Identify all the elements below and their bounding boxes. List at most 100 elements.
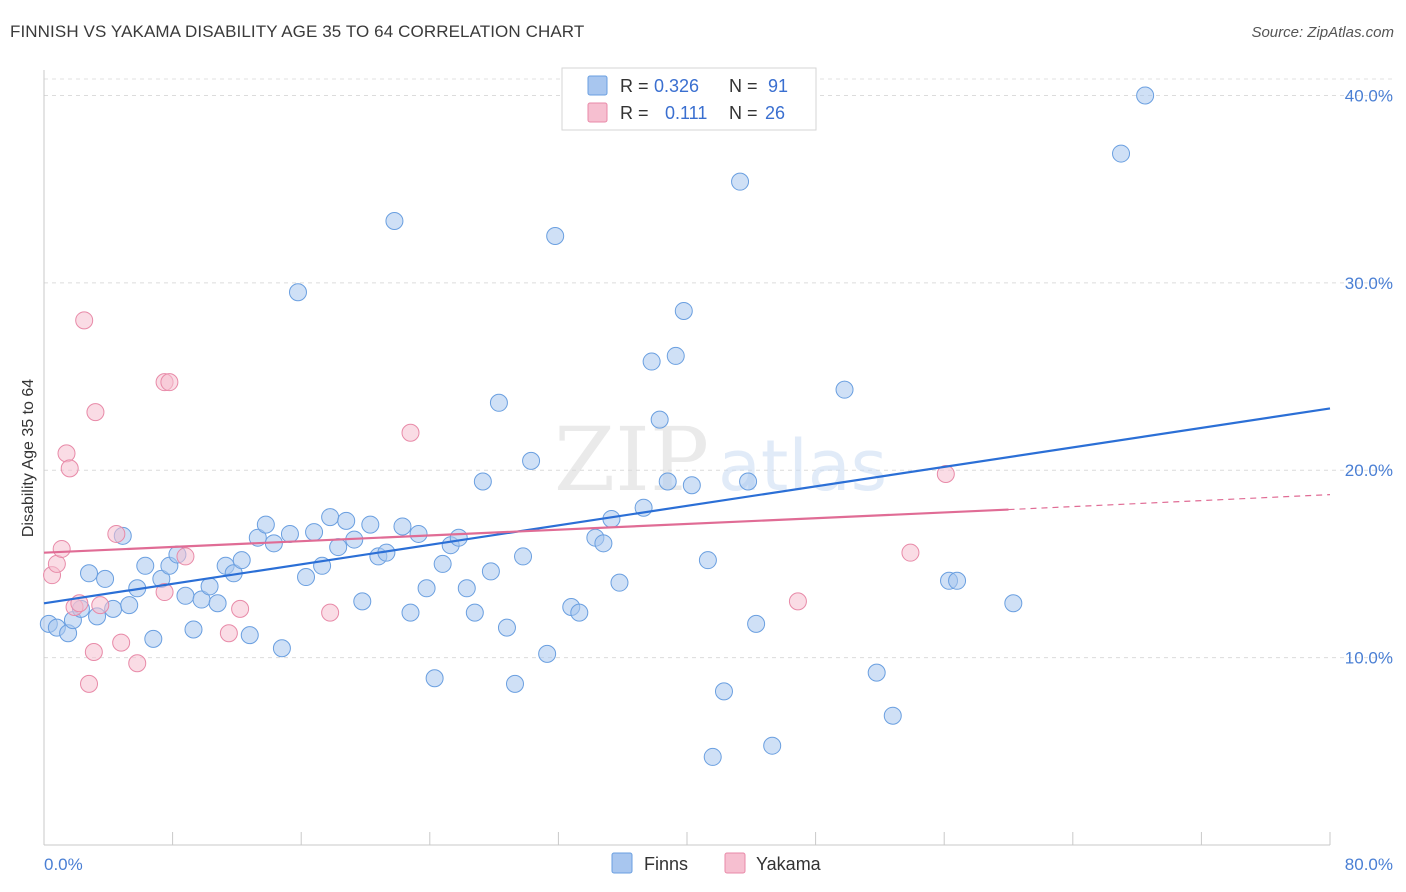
finns-point-49: [433, 554, 452, 573]
finns-point-56: [489, 393, 508, 412]
yakama-point-8: [80, 674, 99, 693]
y-axis-label: Disability Age 35 to 64: [20, 379, 37, 537]
yakama-point-21: [321, 603, 340, 622]
watermark-atlas: atlas: [718, 425, 887, 507]
legend-finns-swatch: [587, 75, 608, 96]
y-tick-label-10: 10.0%: [1345, 649, 1393, 668]
yakama-point-12: [107, 524, 126, 543]
finns-point-51: [449, 528, 468, 547]
y-tick-label-20: 20.0%: [1345, 461, 1393, 480]
finns-point-83: [867, 663, 886, 682]
finns-point-80: [747, 614, 766, 633]
finns-point-48: [425, 669, 444, 688]
yakama-point-9: [84, 642, 103, 661]
yakama-point-1: [47, 554, 66, 573]
finns-point-7: [96, 569, 115, 588]
finns-point-77: [714, 682, 733, 701]
legend-yakama-n-label: N =: [729, 103, 758, 123]
finns-point-74: [674, 301, 693, 320]
finns-point-58: [505, 674, 524, 693]
finns-point-72: [658, 472, 677, 491]
finns-point-52: [457, 579, 476, 598]
legend-series: Finns Yakama: [611, 852, 822, 874]
yakama-point-20: [231, 599, 250, 618]
finns-point-76: [698, 551, 717, 570]
finns-point-46: [409, 524, 428, 543]
finns-point-68: [610, 573, 629, 592]
finns-point-57: [497, 618, 516, 637]
finns-point-24: [232, 551, 251, 570]
finns-point-78: [731, 172, 750, 191]
finns-point-13: [144, 629, 163, 648]
finns-point-64: [570, 603, 589, 622]
finns-point-44: [393, 517, 412, 536]
legend-bottom-finns-label: Finns: [644, 854, 688, 874]
finns-point-43: [385, 212, 404, 231]
legend-finns-r-value: 0.326: [654, 76, 699, 96]
finns-point-40: [361, 515, 380, 534]
watermark: ZIP atlas: [554, 408, 887, 511]
legend-bottom-yakama-label: Yakama: [756, 854, 822, 874]
yakama-point-14: [128, 654, 147, 673]
finns-point-17: [176, 586, 195, 605]
finns-point-27: [256, 515, 275, 534]
legend-finns-n-label: N =: [729, 76, 758, 96]
yakama-point-11: [91, 596, 110, 615]
yakama-point-22: [401, 423, 420, 442]
legend-finns-n-value: 91: [768, 76, 788, 96]
finns-point-37: [337, 511, 356, 530]
yakama-point-10: [86, 403, 105, 422]
finns-points: [39, 86, 1155, 766]
finns-point-53: [465, 603, 484, 622]
legend-yakama-r-value: 0.111: [665, 103, 707, 123]
finns-point-33: [305, 523, 324, 542]
finns-point-31: [288, 283, 307, 302]
x-tick-label-max: 80.0%: [1345, 855, 1393, 874]
yakama-point-2: [52, 539, 71, 558]
finns-point-73: [666, 346, 685, 365]
finns-point-87: [1004, 594, 1023, 613]
yakama-point-17: [160, 373, 179, 392]
legend-yakama-n-value: 26: [765, 103, 785, 123]
finns-point-18: [184, 620, 203, 639]
yakama-point-24: [901, 543, 920, 562]
finns-point-88: [1112, 144, 1131, 163]
yakama-point-3: [57, 444, 76, 463]
finns-point-71: [650, 410, 669, 429]
legend-bottom-yakama-swatch: [724, 852, 746, 874]
finns-point-90: [703, 747, 722, 766]
yakama-point-19: [219, 624, 238, 643]
y-tick-label-30: 30.0%: [1345, 274, 1393, 293]
watermark-zip: ZIP: [554, 408, 709, 511]
finns-point-66: [594, 534, 613, 553]
finns-point-35: [321, 508, 340, 527]
legend-yakama-r-label: R =: [620, 103, 649, 123]
legend-yakama-swatch: [587, 102, 608, 123]
legend-stats: R = 0.326 N = 91 R = 0.111 N = 26: [561, 67, 817, 131]
finns-point-86: [948, 571, 967, 590]
yakama-point-15: [155, 583, 174, 602]
grid-lines: [44, 78, 1393, 659]
x-tick-label-min: 0.0%: [44, 855, 83, 874]
finns-point-79: [739, 472, 758, 491]
finns-point-32: [297, 568, 316, 587]
finns-point-25: [240, 626, 259, 645]
source-credit: Source: ZipAtlas.com: [1251, 24, 1394, 41]
y-tick-labels: 10.0% 20.0% 30.0% 40.0%: [1345, 86, 1393, 667]
yakama-point-4: [60, 459, 79, 478]
finns-trend-line: [43, 407, 1331, 605]
y-tick-label-40: 40.0%: [1345, 86, 1393, 105]
finns-point-75: [682, 476, 701, 495]
finns-point-36: [329, 538, 348, 557]
finns-point-59: [514, 547, 533, 566]
finns-point-54: [473, 472, 492, 491]
legend-bottom-finns-swatch: [611, 852, 633, 874]
finns-point-20: [200, 577, 219, 596]
x-ticks: [43, 832, 1331, 845]
yakama-point-13: [112, 633, 131, 652]
finns-point-81: [763, 736, 782, 755]
yakama-trend-extension: [1008, 493, 1331, 511]
finns-point-70: [642, 352, 661, 371]
yakama-point-7: [75, 311, 94, 330]
